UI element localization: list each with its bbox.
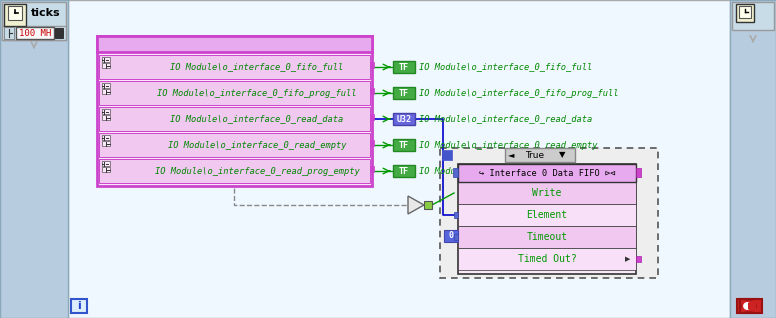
Bar: [636, 168, 641, 177]
Bar: [102, 109, 110, 114]
Bar: [458, 164, 636, 182]
Text: TF: TF: [399, 88, 409, 98]
Bar: [99, 159, 370, 183]
Bar: [102, 115, 110, 120]
Text: Timed Out?: Timed Out?: [518, 254, 577, 264]
Bar: [97, 36, 372, 186]
Bar: [440, 148, 658, 278]
Bar: [442, 150, 452, 160]
Bar: [636, 256, 641, 262]
Bar: [55, 28, 63, 38]
Bar: [742, 301, 752, 311]
Text: IO Module\o_interface_0_read_empty: IO Module\o_interface_0_read_empty: [168, 141, 346, 149]
Bar: [454, 234, 458, 240]
Polygon shape: [408, 196, 424, 214]
Bar: [370, 114, 374, 120]
Text: True: True: [525, 150, 545, 160]
Bar: [748, 303, 754, 309]
Bar: [424, 201, 432, 209]
Text: Element: Element: [526, 210, 567, 220]
Text: IO Module\o_interface_0_read_data: IO Module\o_interface_0_read_data: [419, 114, 592, 123]
Text: IO Module\o_interface_0_read_empty: IO Module\o_interface_0_read_empty: [419, 141, 598, 149]
Bar: [102, 63, 110, 68]
Circle shape: [743, 302, 750, 309]
Bar: [99, 133, 370, 157]
Text: IO Module\o_interface_0_read_prog_empty: IO Module\o_interface_0_read_prog_empty: [419, 167, 624, 176]
Bar: [393, 87, 415, 99]
Bar: [730, 0, 776, 318]
Bar: [505, 148, 575, 162]
Bar: [68, 0, 730, 318]
Text: Timeout: Timeout: [526, 232, 567, 242]
Bar: [102, 57, 110, 62]
Text: IO Module\o_interface_0_read_data: IO Module\o_interface_0_read_data: [171, 114, 344, 123]
Bar: [102, 89, 110, 94]
Bar: [732, 2, 774, 30]
Bar: [102, 135, 110, 140]
Bar: [393, 139, 415, 151]
Text: Write: Write: [532, 188, 562, 198]
Text: 0: 0: [449, 232, 453, 240]
Text: ◄: ◄: [508, 150, 514, 160]
Bar: [370, 140, 374, 146]
Bar: [102, 141, 110, 146]
Text: IO Module\o_interface_0_fifo_full: IO Module\o_interface_0_fifo_full: [171, 63, 344, 72]
Text: TF: TF: [399, 63, 409, 72]
Bar: [4, 27, 14, 39]
Text: ▶: ▶: [625, 256, 631, 262]
Bar: [102, 83, 110, 88]
Bar: [444, 230, 458, 242]
Text: TF: TF: [399, 167, 409, 176]
Text: i: i: [77, 301, 81, 311]
Text: IO Module\o_interface_0_read_prog_empty: IO Module\o_interface_0_read_prog_empty: [154, 167, 359, 176]
Circle shape: [742, 301, 752, 311]
Bar: [97, 36, 372, 52]
Text: U32: U32: [397, 114, 411, 123]
Bar: [458, 226, 636, 248]
Bar: [102, 167, 110, 172]
Text: IO Module\o_interface_0_fifo_full: IO Module\o_interface_0_fifo_full: [419, 63, 592, 72]
Text: IO Module\o_interface_0_fifo_prog_full: IO Module\o_interface_0_fifo_prog_full: [158, 88, 357, 98]
Bar: [393, 165, 415, 177]
Bar: [370, 88, 374, 94]
Bar: [458, 248, 636, 270]
Bar: [102, 161, 110, 166]
Bar: [16, 27, 54, 39]
Bar: [393, 61, 415, 73]
Bar: [2, 2, 66, 40]
Text: IO Module\o_interface_0_fifo_prog_full: IO Module\o_interface_0_fifo_prog_full: [419, 88, 618, 98]
Bar: [370, 166, 374, 172]
Bar: [2, 26, 66, 40]
Text: TF: TF: [399, 141, 409, 149]
Bar: [8, 6, 22, 20]
Bar: [71, 299, 87, 313]
Circle shape: [746, 301, 756, 311]
Circle shape: [748, 303, 754, 309]
Text: ▼: ▼: [559, 150, 565, 160]
Bar: [736, 4, 754, 22]
Bar: [739, 6, 751, 18]
Bar: [740, 299, 762, 313]
Bar: [454, 212, 458, 218]
Bar: [370, 62, 374, 68]
Text: ↪ Interface 0 Data FIFO ⊳⊲: ↪ Interface 0 Data FIFO ⊳⊲: [479, 169, 615, 177]
Bar: [458, 182, 636, 204]
Bar: [393, 113, 415, 125]
Bar: [737, 299, 757, 313]
Bar: [99, 107, 370, 131]
Text: ticks: ticks: [31, 8, 61, 18]
Bar: [453, 168, 458, 177]
Bar: [458, 164, 636, 274]
Text: 100 MH: 100 MH: [19, 29, 51, 38]
Bar: [99, 55, 370, 79]
Bar: [458, 204, 636, 226]
Bar: [746, 301, 756, 311]
Bar: [0, 0, 68, 318]
Bar: [4, 4, 26, 26]
Bar: [99, 81, 370, 105]
